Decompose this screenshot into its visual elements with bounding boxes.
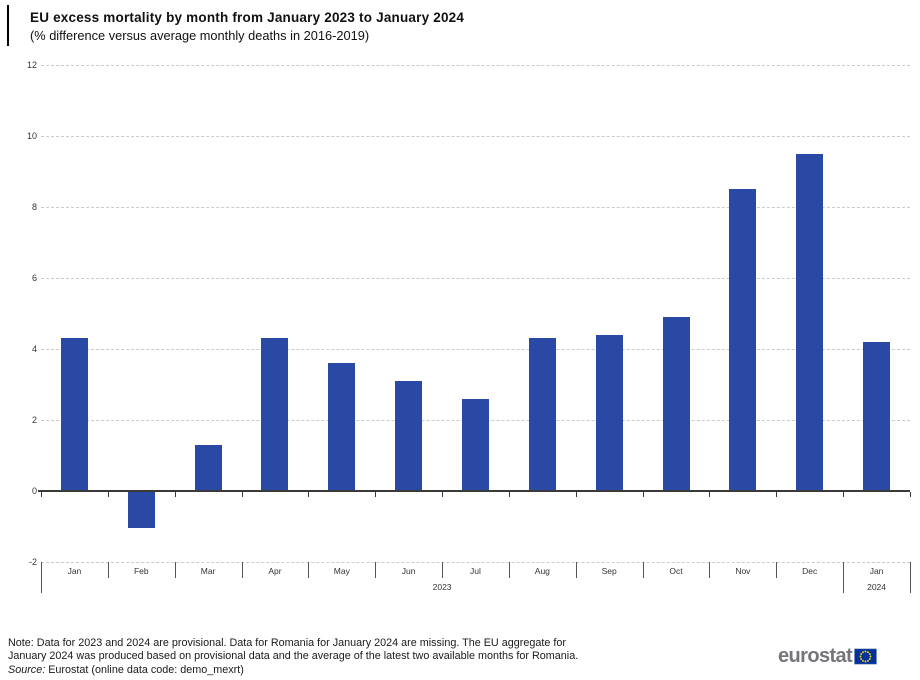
- x-axis-tick: [442, 492, 444, 497]
- month-label-apr-2023: Apr: [268, 566, 282, 576]
- category-tick: [308, 561, 310, 578]
- bar-aug-2023: [528, 338, 556, 491]
- bar-jan-2024: [863, 341, 891, 491]
- year-label-2023: 2023: [432, 582, 452, 592]
- month-label-feb-2023: Feb: [133, 566, 149, 576]
- month-label-mar-2023: Mar: [200, 566, 216, 576]
- bar-oct-2023: [662, 317, 690, 491]
- category-tick: [709, 561, 711, 578]
- source-line: Source: Eurostat (online data code: demo…: [8, 664, 578, 677]
- chart-title: EU excess mortality by month from Januar…: [30, 10, 465, 25]
- gridline-8: [41, 206, 910, 208]
- category-tick: [241, 561, 243, 578]
- bar-dec-2023: [796, 153, 824, 491]
- category-tick: [642, 561, 644, 578]
- month-label-may-2023: May: [333, 566, 350, 576]
- category-tick: [575, 561, 577, 578]
- y-axis-label--2: -2: [28, 556, 37, 567]
- month-label-jan-2024: Jan: [869, 566, 884, 576]
- month-label-nov-2023: Nov: [735, 566, 751, 576]
- bar-may-2023: [328, 363, 356, 491]
- month-label-jan-2023: Jan: [67, 566, 82, 576]
- y-axis-label-4: 4: [31, 343, 37, 354]
- month-label-oct-2023: Oct: [669, 566, 683, 576]
- eurostat-logo-text: eurostat: [778, 645, 853, 667]
- bar-nov-2023: [729, 189, 757, 491]
- y-axis-label-0: 0: [31, 485, 37, 496]
- month-label-aug-2023: Aug: [534, 566, 550, 576]
- chart-subtitle: (% difference versus average monthly dea…: [30, 28, 370, 43]
- x-axis-tick: [776, 492, 778, 497]
- category-tick: [174, 561, 176, 578]
- x-axis-tick: [575, 492, 577, 497]
- y-axis-label-2: 2: [31, 414, 37, 425]
- bar-feb-2023: [127, 492, 155, 528]
- x-axis-zero-line: [38, 490, 910, 492]
- category-tick: [843, 561, 845, 593]
- eu-flag-icon: [854, 648, 877, 664]
- month-label-jun-2023: Jun: [401, 566, 416, 576]
- source-label: Source:: [8, 664, 46, 676]
- x-axis-tick: [508, 492, 510, 497]
- eurostat-logo: eurostat: [778, 646, 877, 666]
- x-axis-tick: [241, 492, 243, 497]
- month-label-dec-2023: Dec: [802, 566, 818, 576]
- bar-apr-2023: [261, 338, 289, 491]
- title-accent-bar: [7, 5, 9, 46]
- bar-jan-2023: [60, 338, 88, 491]
- x-axis-tick: [174, 492, 176, 497]
- y-axis-label-6: 6: [31, 272, 37, 283]
- source-text: Eurostat (online data code: demo_mexrt): [45, 664, 244, 676]
- x-axis-tick: [843, 492, 845, 497]
- bar-jun-2023: [395, 380, 423, 491]
- category-tick: [776, 561, 778, 578]
- footnote-block: Note: Data for 2023 and 2024 are provisi…: [8, 637, 578, 677]
- x-axis-tick: [107, 492, 109, 497]
- note-line-1: Note: Data for 2023 and 2024 are provisi…: [8, 637, 566, 649]
- category-tick: [375, 561, 377, 578]
- x-axis-tick: [709, 492, 711, 497]
- gridline-6: [41, 277, 910, 279]
- gridline-10: [41, 135, 910, 137]
- bar-mar-2023: [194, 444, 222, 491]
- x-axis-tick: [375, 492, 377, 497]
- bar-jul-2023: [462, 398, 489, 491]
- gridline--2: [41, 561, 910, 563]
- x-axis-tick: [308, 492, 310, 497]
- gridline-12: [41, 64, 910, 66]
- category-tick: [41, 561, 42, 593]
- category-tick: [508, 561, 510, 578]
- month-label-sep-2023: Sep: [601, 566, 617, 576]
- bar-sep-2023: [595, 334, 623, 491]
- x-axis-tick: [910, 492, 911, 497]
- month-label-jul-2023: Jul: [470, 566, 481, 576]
- y-axis-label-10: 10: [26, 130, 37, 141]
- gridline-4: [41, 348, 910, 350]
- category-tick: [910, 561, 911, 593]
- year-label-2024: 2024: [867, 582, 887, 592]
- y-axis-label-12: 12: [26, 59, 37, 70]
- x-axis-tick: [642, 492, 644, 497]
- y-axis-label-8: 8: [31, 201, 37, 212]
- note-line-2: January 2024 was produced based on provi…: [8, 649, 579, 662]
- category-tick: [442, 561, 444, 578]
- x-axis-tick: [41, 492, 42, 497]
- category-tick: [107, 561, 109, 578]
